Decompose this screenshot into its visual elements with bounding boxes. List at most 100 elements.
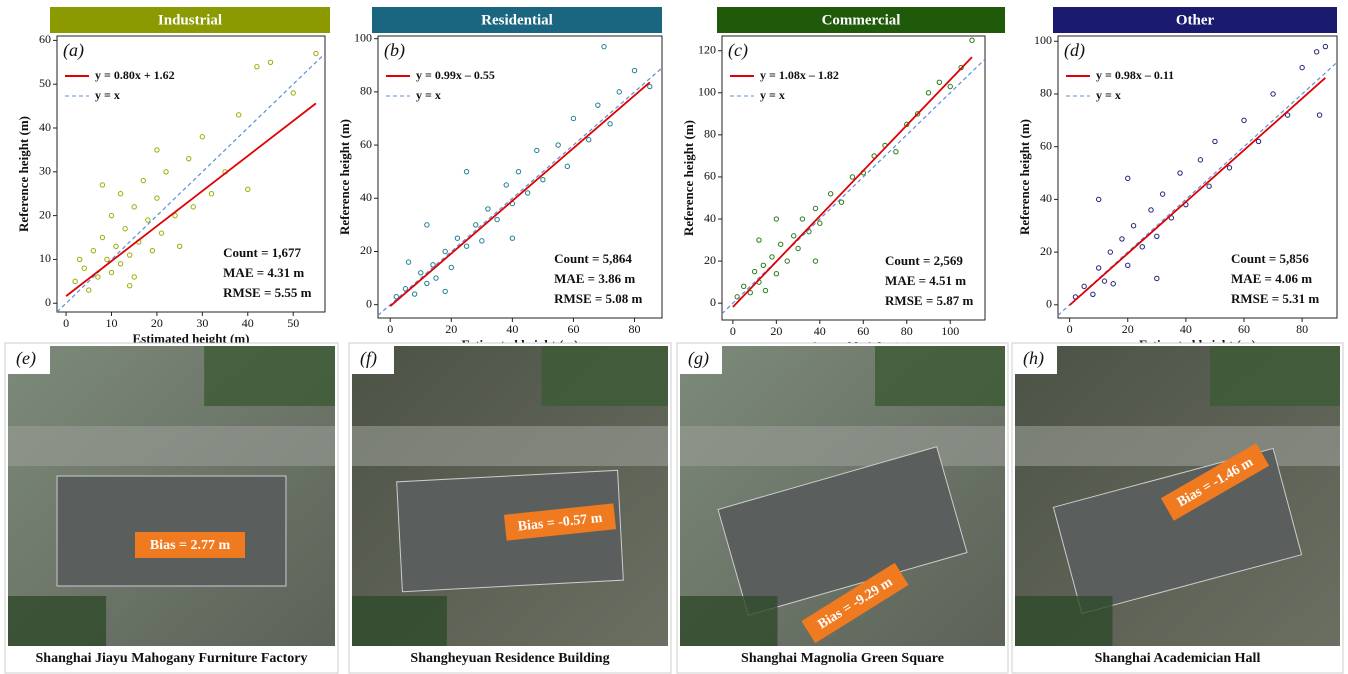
- panel-label: (e): [16, 348, 36, 369]
- y-tick-label: 10: [39, 251, 51, 265]
- caption: Shanghai Academician Hall: [1095, 651, 1261, 666]
- caption: Shanghai Magnolia Green Square: [741, 651, 944, 666]
- tree: [875, 346, 1005, 406]
- y-axis-label: Reference height (m): [1017, 119, 1032, 235]
- legend-fit-label: y = 0.98x – 0.11: [1096, 68, 1174, 82]
- x-tick-label: 40: [506, 322, 518, 336]
- x-tick-label: 50: [287, 316, 299, 330]
- legend-fit-label: y = 0.99x – 0.55: [416, 68, 495, 82]
- chart-title: Other: [1176, 12, 1215, 28]
- stat: Count = 5,864: [554, 251, 632, 266]
- x-tick-label: 0: [1067, 322, 1073, 336]
- stat: RMSE = 5.08 m: [554, 291, 642, 306]
- road: [1015, 426, 1340, 466]
- y-tick-label: 60: [1040, 138, 1052, 152]
- x-tick-label: 60: [1238, 322, 1250, 336]
- y-tick-label: 60: [39, 32, 51, 46]
- y-tick-label: 80: [1040, 86, 1052, 100]
- chart-title: Residential: [481, 12, 553, 28]
- tree: [8, 596, 106, 646]
- x-tick-label: 60: [857, 324, 869, 338]
- x-tick-label: 80: [901, 324, 913, 338]
- y-tick-label: 0: [366, 296, 372, 310]
- building: [57, 476, 286, 586]
- y-tick-label: 60: [704, 169, 716, 183]
- stat: RMSE = 5.87 m: [885, 293, 973, 308]
- legend-identity-label: y = x: [1096, 88, 1121, 102]
- x-tick-label: 0: [387, 322, 393, 336]
- legend-identity-label: y = x: [416, 88, 441, 102]
- legend-fit-label: y = 0.80x + 1.62: [95, 68, 175, 82]
- y-tick-label: 60: [360, 137, 372, 151]
- y-axis-label: Reference height (m): [337, 119, 352, 235]
- stat: Count = 5,856: [1231, 251, 1309, 266]
- panel-label: (d): [1064, 40, 1085, 61]
- y-axis-label: Reference height (m): [16, 116, 31, 232]
- panel-label: (b): [384, 40, 405, 61]
- x-tick-label: 20: [151, 316, 163, 330]
- panel-label: (c): [728, 40, 748, 61]
- caption: Shanghai Jiayu Mahogany Furniture Factor…: [36, 651, 308, 666]
- chart-title: Commercial: [822, 12, 901, 28]
- tree: [1015, 596, 1113, 646]
- road: [352, 426, 668, 466]
- stat: Count = 2,569: [885, 253, 963, 268]
- y-tick-label: 0: [710, 295, 716, 309]
- panel-label: (a): [63, 40, 84, 61]
- stat: Count = 1,677: [223, 245, 301, 260]
- road: [680, 426, 1005, 466]
- panel-label: (h): [1023, 348, 1044, 369]
- tree: [352, 596, 447, 646]
- chart-title: Industrial: [158, 12, 222, 28]
- y-tick-label: 40: [39, 120, 51, 134]
- y-tick-label: 40: [360, 190, 372, 204]
- stat: MAE = 4.31 m: [223, 265, 304, 280]
- x-tick-label: 80: [1296, 322, 1308, 336]
- y-tick-label: 40: [704, 211, 716, 225]
- bias-label: Bias = 2.77 m: [150, 538, 231, 553]
- panel-label: (f): [360, 348, 377, 369]
- y-tick-label: 100: [354, 30, 372, 44]
- x-tick-label: 20: [770, 324, 782, 338]
- x-tick-label: 0: [730, 324, 736, 338]
- y-tick-label: 20: [704, 253, 716, 267]
- tree: [542, 346, 668, 406]
- y-tick-label: 100: [698, 85, 716, 99]
- figure: Industrial010203040500102030405060Estima…: [0, 0, 1348, 674]
- tree: [1210, 346, 1340, 406]
- y-tick-label: 80: [360, 84, 372, 98]
- stat: RMSE = 5.55 m: [223, 285, 311, 300]
- y-tick-label: 20: [360, 243, 372, 257]
- x-tick-label: 60: [567, 322, 579, 336]
- y-tick-label: 30: [39, 164, 51, 178]
- legend-identity-label: y = x: [760, 88, 785, 102]
- y-tick-label: 80: [704, 127, 716, 141]
- y-tick-label: 0: [45, 295, 51, 309]
- tree: [680, 596, 778, 646]
- legend-identity-label: y = x: [95, 88, 120, 102]
- x-tick-label: 20: [1122, 322, 1134, 336]
- y-axis-label: Reference height (m): [681, 120, 696, 236]
- x-tick-label: 20: [445, 322, 457, 336]
- x-tick-label: 80: [629, 322, 641, 336]
- panel-label: (g): [688, 348, 709, 369]
- road: [8, 426, 335, 466]
- x-tick-label: 40: [1180, 322, 1192, 336]
- x-tick-label: 100: [941, 324, 959, 338]
- y-tick-label: 50: [39, 76, 51, 90]
- y-tick-label: 100: [1034, 33, 1052, 47]
- y-tick-label: 120: [698, 42, 716, 56]
- y-tick-label: 40: [1040, 191, 1052, 205]
- x-tick-label: 30: [196, 316, 208, 330]
- legend-fit-label: y = 1.08x – 1.82: [760, 68, 839, 82]
- y-tick-label: 20: [1040, 244, 1052, 258]
- stat: RMSE = 5.31 m: [1231, 291, 1319, 306]
- bias-tag: Bias = 2.77 m: [135, 532, 245, 558]
- x-tick-label: 0: [63, 316, 69, 330]
- y-tick-label: 20: [39, 207, 51, 221]
- stat: MAE = 4.06 m: [1231, 271, 1312, 286]
- tree: [204, 346, 335, 406]
- x-tick-label: 40: [242, 316, 254, 330]
- x-tick-label: 40: [814, 324, 826, 338]
- caption: Shangheyuan Residence Building: [410, 651, 609, 666]
